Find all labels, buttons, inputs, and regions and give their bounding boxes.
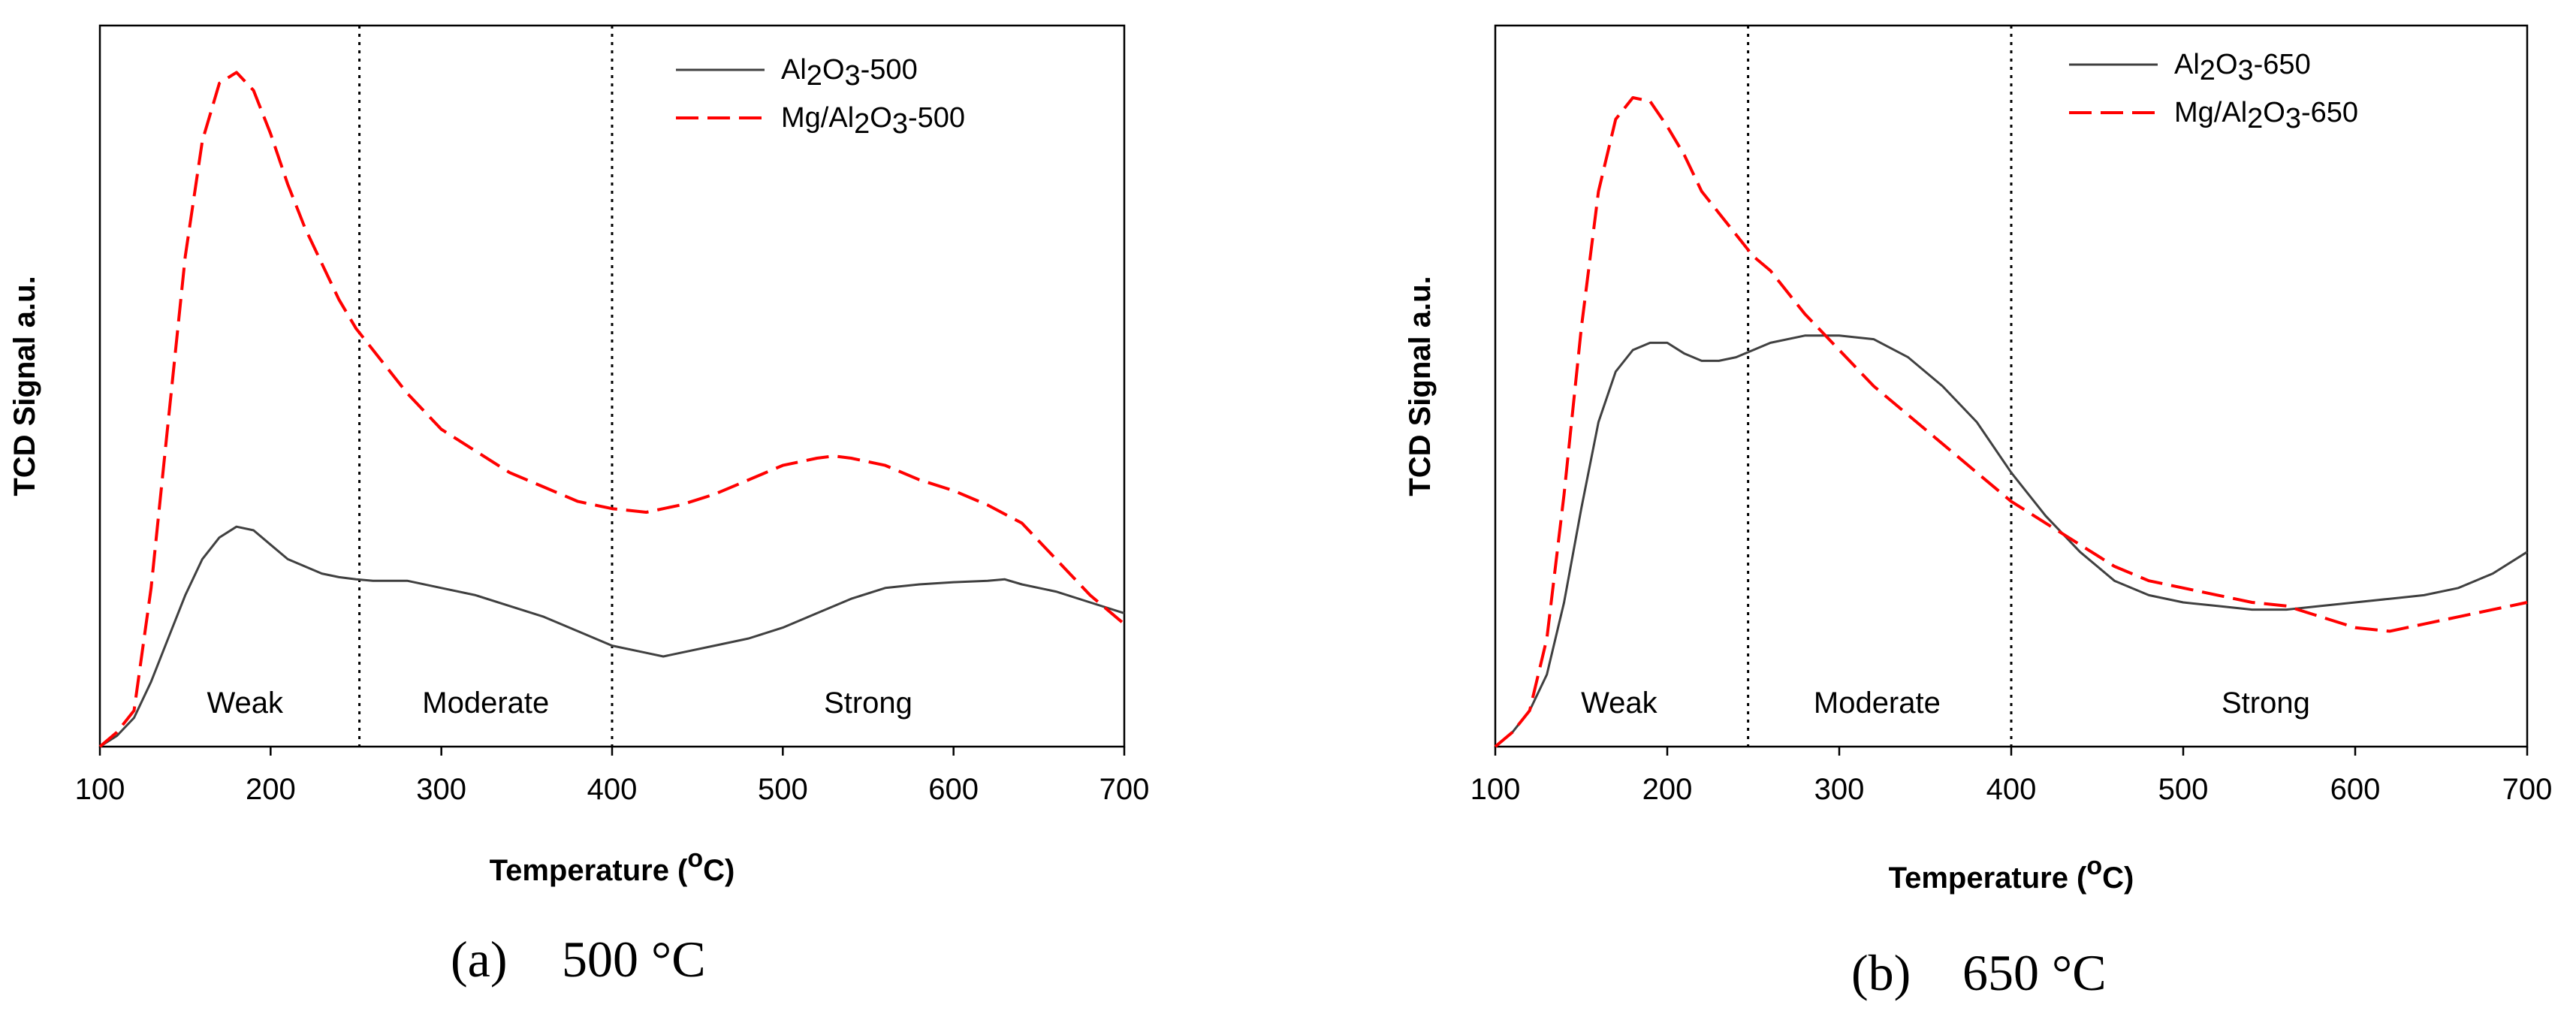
legend-label: Mg/Al2O3-500 <box>781 102 965 140</box>
region-label-moderate: Moderate <box>422 687 549 720</box>
chart-panel-b: 100 200 300 400 500 600 700 Weak Moderate Strong A… <box>1404 24 2553 1001</box>
legend-label: Al2O3-500 <box>781 54 918 92</box>
region-label-weak: Weak <box>207 687 284 720</box>
x-tick-label: 500 <box>758 773 808 806</box>
chart-panel-a: 100 200 300 400 500 600 700 Weak Moderate Strong A… <box>8 24 1150 988</box>
series-line-al2o3-500 <box>99 525 1125 748</box>
region-label-strong: Strong <box>2222 687 2310 720</box>
region-label-moderate: Moderate <box>1814 687 1941 720</box>
x-tick-label: 500 <box>2158 773 2209 806</box>
series-line-mg-al2o3-650 <box>1494 96 2528 748</box>
x-tick-label: 100 <box>1470 773 1521 806</box>
caption-label: (b) <box>1851 944 1911 1001</box>
x-axis-title: Temperature (oC) <box>1889 852 2134 895</box>
legend-label: Mg/Al2O3-650 <box>2174 97 2358 134</box>
region-label-weak: Weak <box>1581 687 1658 720</box>
y-axis-title: TCD Signal a.u. <box>1404 276 1437 496</box>
x-axis-title: Temperature (oC) <box>490 844 735 887</box>
x-tick-label: 300 <box>1814 773 1865 806</box>
caption-label: (a) <box>451 931 507 988</box>
y-axis-title: TCD Signal a.u. <box>8 276 41 496</box>
series-line-mg-al2o3-500 <box>98 71 1126 748</box>
region-label-strong: Strong <box>824 687 912 720</box>
x-tick-label: 700 <box>2502 773 2553 806</box>
x-tick-label: 400 <box>1986 773 2037 806</box>
x-tick-label: 300 <box>416 773 466 806</box>
series-line-al2o3-650 <box>1495 334 2528 748</box>
x-tick-label: 400 <box>587 773 638 806</box>
x-tick-label: 200 <box>1642 773 1693 806</box>
x-tick-label: 700 <box>1099 773 1150 806</box>
x-tick-label: 100 <box>75 773 125 806</box>
caption-temperature: 650 °C <box>1962 944 2107 1001</box>
caption-temperature: 500 °C <box>562 931 706 988</box>
legend-label: Al2O3-650 <box>2174 49 2311 86</box>
x-tick-label: 600 <box>2330 773 2381 806</box>
x-tick-label: 600 <box>928 773 979 806</box>
x-tick-label: 200 <box>246 773 296 806</box>
